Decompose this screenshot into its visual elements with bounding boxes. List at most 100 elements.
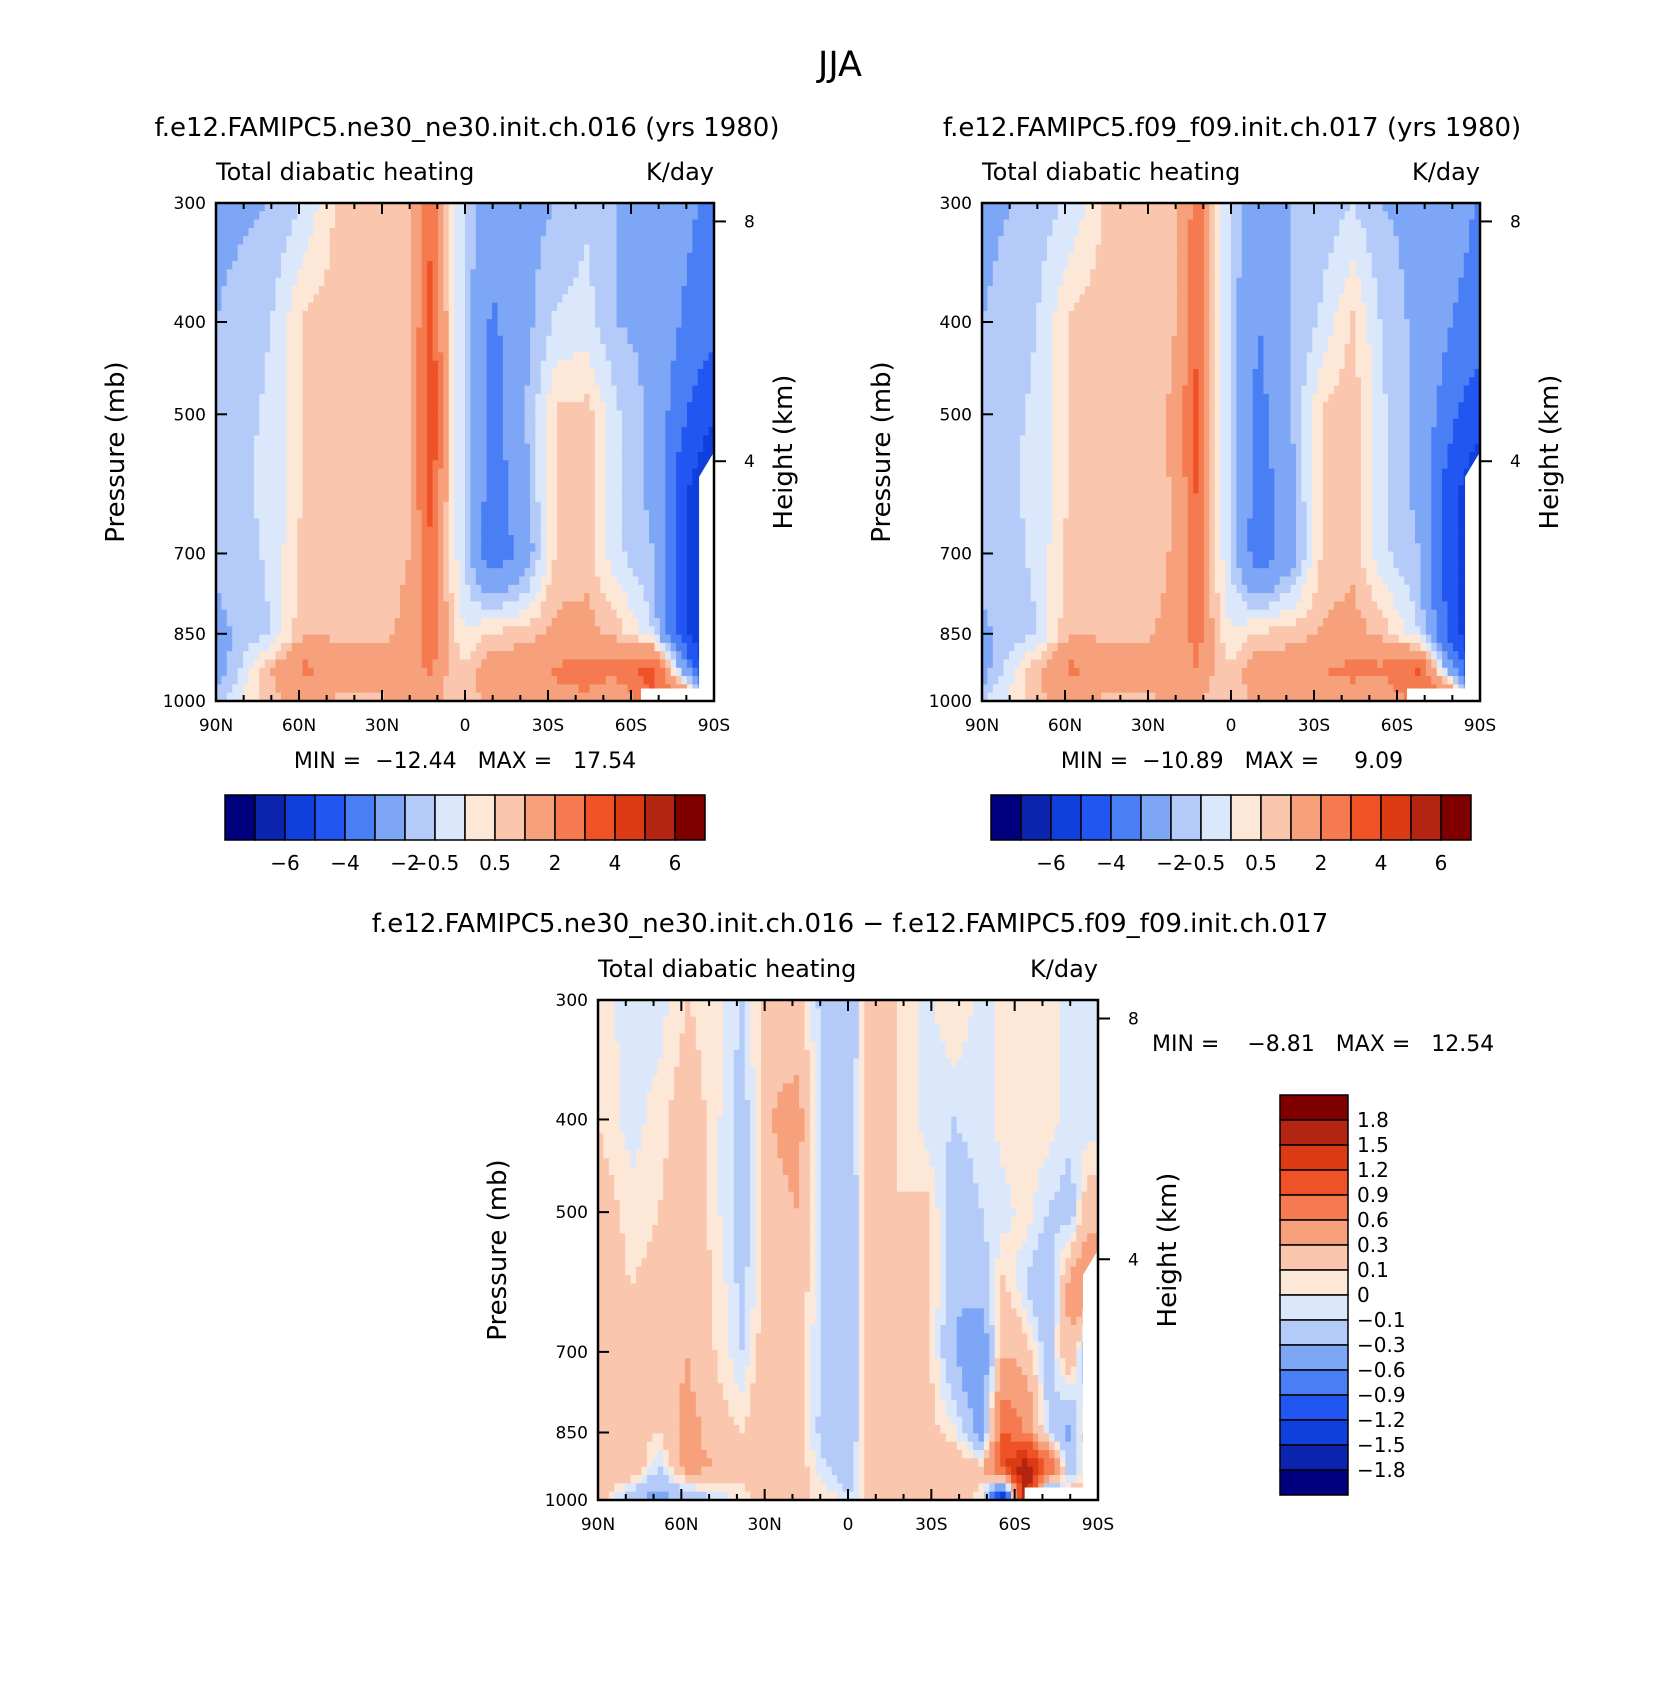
field-cell: [502, 219, 509, 229]
field-cell: [686, 551, 693, 561]
field-cell: [508, 618, 515, 627]
field-cell: [226, 244, 233, 254]
field-cell: [362, 335, 369, 345]
field-cell: [432, 535, 439, 544]
field-cell: [692, 418, 699, 428]
field-cell: [275, 576, 282, 586]
field-cell: [335, 385, 342, 395]
field-cell: [508, 510, 515, 519]
field-cell: [654, 369, 661, 378]
field-cell: [243, 252, 250, 262]
field-cell: [632, 344, 639, 353]
field-cell: [297, 584, 304, 594]
field-cell: [594, 385, 601, 395]
field-cell: [665, 435, 672, 445]
field-cell: [584, 584, 591, 594]
field-cell: [291, 369, 298, 378]
field-cell: [611, 377, 618, 387]
field-cell: [703, 452, 710, 461]
field-cell: [540, 360, 547, 370]
field-cell: [665, 393, 672, 403]
field-cell: [280, 252, 287, 262]
field-cell: [600, 642, 607, 652]
field-cell: [681, 269, 688, 279]
field-cell: [551, 493, 558, 503]
field-cell: [665, 510, 672, 519]
field-cell: [649, 252, 656, 262]
field-cell: [308, 418, 315, 428]
field-cell: [562, 526, 569, 536]
field-cell: [627, 302, 634, 312]
field-cell: [627, 609, 634, 619]
field-cell: [638, 576, 645, 586]
field-cell: [410, 319, 417, 329]
field-cell: [638, 468, 645, 478]
field-cell: [367, 352, 374, 362]
field-cell: [416, 427, 423, 436]
field-cell: [329, 468, 336, 478]
field-cell: [437, 360, 444, 370]
field-cell: [351, 427, 358, 436]
field-cell: [486, 385, 493, 395]
field-cell: [470, 584, 477, 594]
field-cell: [686, 203, 693, 212]
field-cell: [697, 252, 704, 262]
field-cell: [697, 360, 704, 370]
field-cell: [584, 559, 591, 569]
field-cell: [513, 277, 520, 287]
field-cell: [616, 203, 623, 212]
field-cell: [708, 377, 714, 387]
field-cell: [340, 476, 347, 486]
field-cell: [372, 626, 379, 636]
field-cell: [508, 211, 515, 221]
field-cell: [253, 236, 260, 246]
field-cell: [383, 360, 390, 370]
field-cell: [421, 344, 428, 353]
field-cell: [324, 443, 331, 453]
field-cell: [253, 476, 260, 486]
field-cell: [383, 227, 390, 237]
field-cell: [540, 294, 547, 304]
field-cell: [351, 468, 358, 478]
field-cell: [681, 211, 688, 221]
field-cell: [270, 468, 277, 478]
field-cell: [659, 211, 666, 221]
field-cell: [676, 269, 683, 279]
field-cell: [681, 310, 688, 320]
field-cell: [481, 551, 488, 561]
field-cell: [351, 593, 358, 602]
field-cell: [535, 485, 542, 495]
field-cell: [427, 211, 434, 221]
field-cell: [573, 393, 580, 403]
field-cell: [221, 443, 228, 453]
field-cell: [470, 410, 477, 420]
field-cell: [529, 236, 536, 246]
field-cell: [692, 294, 699, 304]
field-cell: [443, 302, 450, 312]
field-cell: [681, 510, 688, 519]
field-cell: [508, 460, 515, 470]
field-cell: [405, 286, 412, 295]
field-cell: [243, 435, 250, 445]
field-cell: [627, 352, 634, 362]
field-cell: [356, 377, 363, 387]
field-cell: [324, 319, 331, 329]
field-cell: [432, 402, 439, 412]
field-cell: [383, 576, 390, 586]
field-cell: [508, 468, 515, 478]
field-cell: [513, 468, 520, 478]
field-cell: [383, 327, 390, 337]
field-cell: [324, 551, 331, 561]
field-cell: [589, 501, 596, 511]
field-cell: [416, 476, 423, 486]
field-cell: [243, 543, 250, 553]
field-cell: [340, 485, 347, 495]
field-cell: [611, 618, 618, 627]
field-cell: [670, 642, 677, 652]
field-cell: [448, 601, 455, 611]
field-cell: [481, 576, 488, 586]
field-cell: [486, 576, 493, 586]
field-cell: [529, 435, 536, 445]
field-cell: [551, 203, 558, 212]
